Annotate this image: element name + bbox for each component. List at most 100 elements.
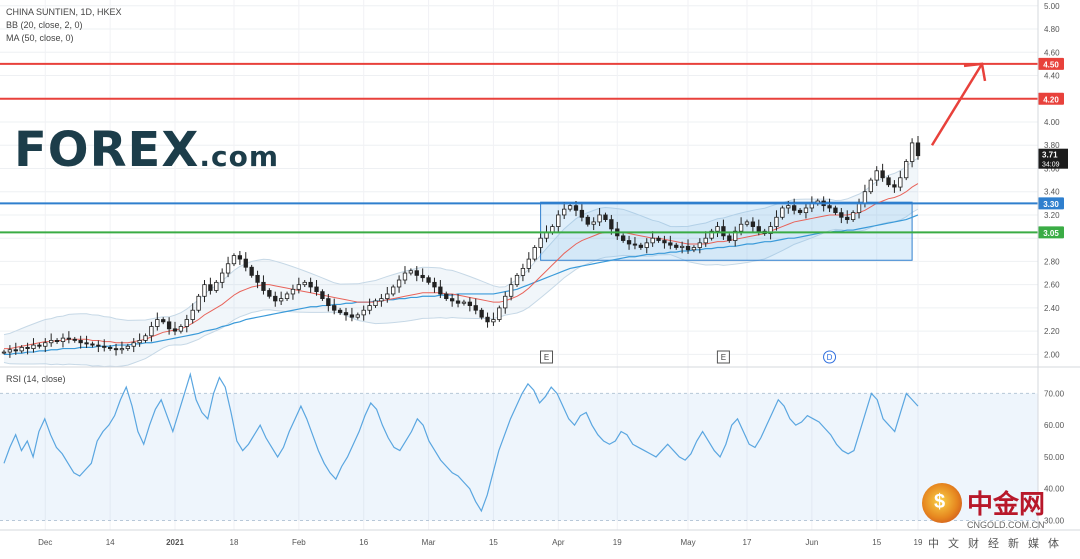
level-tag-3.05	[1038, 226, 1064, 239]
candle-body	[644, 242, 649, 248]
candle	[243, 252, 248, 272]
candle-body	[37, 344, 42, 347]
candle	[792, 198, 797, 215]
candle	[102, 339, 107, 352]
candle	[556, 210, 561, 233]
candle-body	[485, 316, 490, 323]
logo-brand: FOREX	[14, 122, 200, 178]
candle	[473, 298, 478, 315]
consolidation-range-box	[540, 201, 913, 261]
target-arrowhead	[963, 62, 987, 82]
candle-body	[538, 237, 543, 248]
candle-body	[420, 274, 425, 279]
candle-body	[792, 205, 797, 211]
candle-body	[367, 305, 372, 311]
price-tick-label: 2.20	[1044, 327, 1060, 336]
candle	[296, 277, 301, 294]
candle	[455, 293, 461, 308]
candle-body	[355, 314, 360, 318]
candle	[839, 207, 844, 224]
candle-body	[638, 244, 644, 248]
candle	[314, 280, 319, 296]
candle-body	[703, 237, 708, 244]
candle-body	[243, 258, 248, 268]
candle-body	[385, 293, 390, 300]
time-tick-label: 14	[106, 538, 115, 547]
candle	[19, 345, 24, 354]
candle	[650, 231, 655, 247]
candle	[485, 312, 490, 328]
candle-body	[662, 240, 667, 244]
time-tick-label: 2021	[166, 538, 184, 547]
time-tick-label: Dec	[38, 538, 52, 547]
candle-body	[621, 235, 626, 241]
event-marker-earnings	[540, 350, 554, 364]
candle-body	[650, 237, 655, 244]
candle-body	[850, 212, 856, 220]
candle-body	[214, 281, 219, 291]
candle-body	[96, 344, 101, 347]
candle-body	[78, 340, 83, 344]
candle	[113, 343, 119, 356]
cngold-badge-icon: $	[922, 483, 962, 523]
candle-body	[426, 277, 431, 283]
price-tick-label: 2.00	[1044, 350, 1060, 359]
watermark-subtitle: 中文财经新媒体	[928, 538, 1068, 550]
legend-symbol: CHINA SUNTIEN, 1D, HKEX	[6, 7, 122, 17]
candle	[904, 159, 909, 181]
candle-body	[119, 348, 125, 351]
candle-body	[60, 337, 66, 343]
candle	[72, 336, 77, 343]
candle	[845, 210, 850, 224]
candle-body	[727, 235, 732, 241]
candle	[225, 256, 231, 278]
price-tick-label: 2.60	[1044, 281, 1060, 290]
candle	[727, 233, 732, 243]
time-tick-label: Mar	[422, 538, 436, 547]
candle-body	[402, 272, 408, 281]
candle-body	[514, 274, 520, 286]
candle-body	[915, 142, 921, 157]
candle-body	[337, 309, 343, 313]
candle	[461, 299, 467, 306]
candle-body	[603, 214, 608, 220]
candle	[308, 277, 313, 293]
candle	[621, 233, 626, 243]
candle-body	[685, 245, 691, 251]
price-tick-label: 3.40	[1044, 188, 1060, 197]
candle-body	[220, 272, 225, 283]
candle	[60, 333, 66, 348]
price-tick-label: 5.00	[1044, 2, 1060, 11]
rsi-tick-label: 40.00	[1044, 485, 1065, 494]
candle	[803, 203, 809, 219]
candle-body	[679, 245, 685, 248]
candle-body	[756, 226, 761, 232]
ma-50-line	[4, 214, 919, 355]
watermark-name: 中金网	[967, 489, 1046, 519]
candle-body	[190, 309, 195, 320]
target-arrow	[930, 63, 984, 146]
candle-body	[178, 326, 184, 332]
candle	[385, 286, 390, 303]
time-tick-label: 19	[914, 538, 923, 547]
candle-body	[72, 338, 77, 341]
candle	[591, 217, 596, 231]
candle	[414, 266, 419, 282]
price-tick-label: 2.40	[1044, 304, 1060, 313]
candle	[768, 221, 773, 240]
candle	[408, 268, 414, 276]
candle	[644, 238, 649, 254]
candle	[491, 312, 496, 326]
event-marker-label: E	[721, 353, 726, 362]
rsi-band-fill	[0, 393, 1038, 521]
candle-body	[491, 319, 496, 323]
candle	[349, 307, 355, 322]
candle	[886, 175, 891, 188]
price-tick-label: 4.80	[1044, 25, 1060, 34]
candle-body	[562, 208, 567, 216]
candle-body	[379, 298, 384, 302]
candle-body	[497, 307, 502, 320]
candle	[149, 321, 154, 342]
candle	[585, 214, 590, 227]
candle	[662, 235, 667, 249]
